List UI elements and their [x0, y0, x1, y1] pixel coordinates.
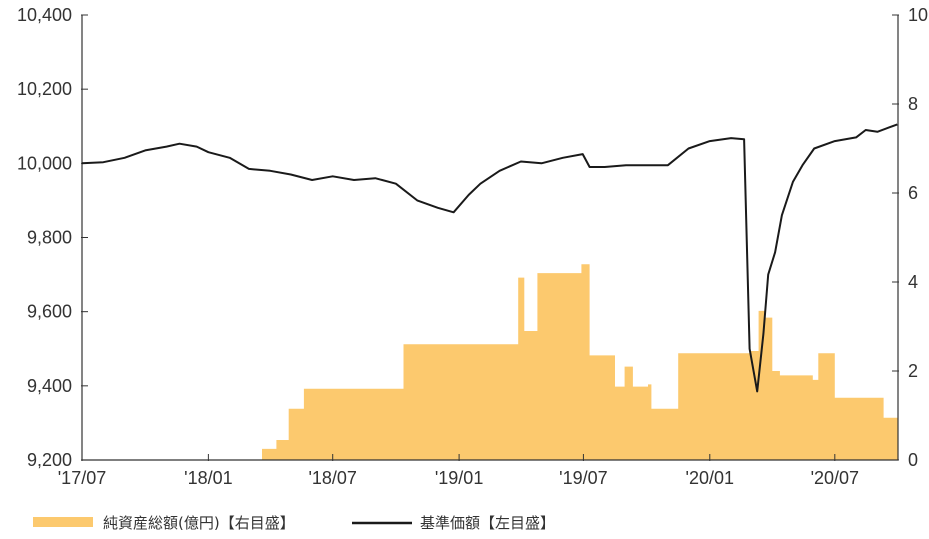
axes-layer: [81, 14, 899, 461]
net-assets-area: [262, 264, 898, 460]
right-axis-tick-label: 0: [908, 450, 918, 470]
x-axis-tick-label: '17/07: [58, 468, 106, 488]
net-assets-area-layer: [262, 264, 898, 460]
x-axis-tick-label: '18/07: [308, 468, 356, 488]
x-axis-tick-label: '19/01: [435, 468, 483, 488]
right-axis-tick-label: 10: [908, 5, 928, 25]
left-axis-tick-label: 10,400: [17, 5, 72, 25]
left-axis-tick-label: 9,800: [27, 228, 72, 248]
x-axis-tick-label: '19/07: [559, 468, 607, 488]
left-axis-tick-label: 9,400: [27, 376, 72, 396]
legend-label-nav: 基準価額【左目盛】: [420, 514, 555, 532]
left-axis-tick-label: 9,200: [27, 450, 72, 470]
nav-line-layer: [81, 123, 898, 393]
tick-labels-layer: 9,200 9,400 9,600 9,800 10,000 10,200 10,400 0 2…: [17, 5, 928, 488]
right-axis-tick-label: 6: [908, 183, 918, 203]
x-axis-tick-label: '20/01: [686, 468, 734, 488]
nav-line: [81, 123, 898, 393]
legend: 純資産総額(億円)【右目盛】 基準価額【左目盛】: [33, 514, 555, 532]
left-axis-tick-label: 9,600: [27, 302, 72, 322]
left-axis-tick-label: 10,000: [17, 153, 72, 173]
left-axis-tick-label: 10,200: [17, 79, 72, 99]
right-axis-tick-label: 8: [908, 94, 918, 114]
x-axis-tick-label: '18/01: [184, 468, 232, 488]
legend-label-net-assets: 純資産総額(億円)【右目盛】: [103, 514, 295, 532]
legend-swatch-net-assets: [33, 517, 93, 527]
x-axis-tick-label: '20/07: [811, 468, 859, 488]
right-axis-tick-label: 2: [908, 361, 918, 381]
right-axis-tick-label: 4: [908, 272, 918, 292]
